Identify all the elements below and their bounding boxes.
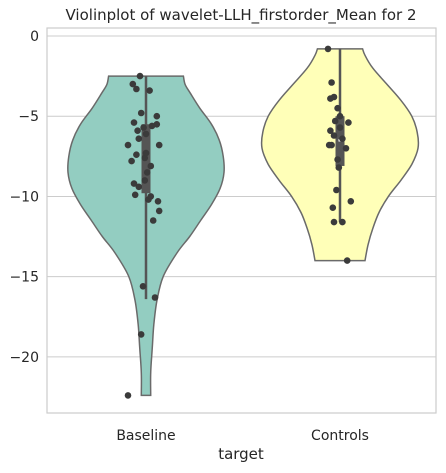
data-point: [328, 79, 335, 86]
data-point: [137, 331, 145, 338]
data-point: [149, 217, 157, 224]
x-tick-labels: Baseline Controls: [116, 428, 369, 444]
data-point: [146, 87, 153, 94]
data-point: [124, 141, 132, 149]
data-point: [330, 218, 338, 226]
data-point: [336, 112, 344, 120]
data-point: [141, 177, 149, 184]
data-point: [137, 109, 145, 117]
data-point: [142, 130, 150, 138]
data-point: [336, 124, 344, 131]
data-point: [131, 191, 139, 199]
data-point: [345, 119, 352, 126]
data-point: [327, 127, 334, 134]
x-tick-label: Baseline: [116, 428, 175, 444]
data-point: [147, 193, 155, 200]
data-point: [327, 95, 334, 102]
data-point: [335, 164, 343, 171]
data-point: [151, 294, 159, 301]
data-point: [324, 45, 332, 53]
data-point: [331, 117, 339, 125]
chart-title: Violinplot of wavelet-LLH_firstorder_Mea…: [66, 6, 417, 25]
data-point: [124, 392, 132, 399]
data-point: [155, 141, 163, 149]
violins: [67, 48, 420, 397]
data-point: [339, 218, 346, 226]
data-point: [128, 157, 135, 165]
plot-frame: [46, 27, 437, 414]
y-tick-label: −20: [9, 350, 39, 366]
data-point: [135, 183, 143, 191]
data-point: [130, 180, 138, 187]
y-tick-label: 0: [30, 29, 39, 45]
data-point: [342, 145, 350, 152]
y-tick-label: −5: [18, 109, 39, 125]
data-point: [147, 162, 155, 170]
data-point: [347, 198, 355, 205]
data-point: [133, 85, 140, 93]
y-tick-labels: 0 −5 −10 −15 −20: [9, 29, 39, 366]
data-point: [139, 283, 147, 290]
data-point: [142, 149, 150, 157]
data-point: [325, 141, 333, 149]
data-point: [133, 151, 140, 158]
data-point: [333, 186, 340, 194]
x-axis-label: target: [218, 445, 264, 463]
data-point: [129, 80, 137, 88]
data-point: [134, 127, 141, 134]
data-point: [330, 132, 338, 139]
data-point: [339, 135, 346, 142]
data-point: [135, 135, 143, 142]
data-point: [153, 112, 161, 120]
data-point: [334, 104, 341, 112]
y-tick-label: −15: [9, 270, 39, 286]
data-point: [334, 156, 341, 163]
y-tick-label: −10: [9, 189, 39, 205]
data-point: [140, 124, 147, 131]
data-point: [154, 198, 162, 205]
data-point: [155, 207, 163, 215]
data-point: [130, 119, 138, 126]
x-tick-label: Controls: [311, 428, 369, 444]
strip-points: [124, 45, 355, 399]
data-point: [329, 204, 337, 211]
data-point: [343, 257, 351, 264]
data-point: [153, 121, 161, 128]
data-point: [136, 72, 144, 80]
data-point: [143, 169, 151, 176]
